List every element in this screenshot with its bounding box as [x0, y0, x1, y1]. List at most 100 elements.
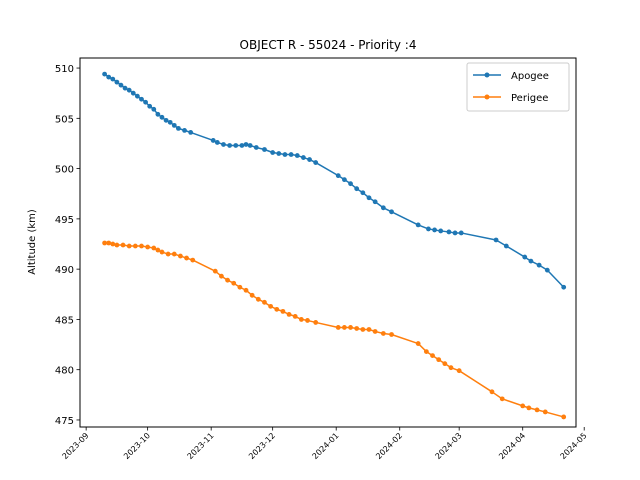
- perigee-point: [102, 240, 107, 246]
- apogee-point: [544, 267, 550, 273]
- apogee-point: [288, 152, 294, 157]
- perigee-point: [184, 255, 189, 261]
- apogee-point: [210, 138, 216, 143]
- apogee-point: [415, 222, 421, 228]
- apogee-point: [118, 82, 124, 88]
- perigee-point: [335, 325, 341, 330]
- perigee-point: [212, 268, 218, 274]
- apogee-point: [354, 186, 360, 192]
- perigee-point: [145, 244, 151, 250]
- apogee-point: [139, 96, 144, 102]
- perigee-point: [372, 329, 378, 334]
- apogee-point: [134, 93, 140, 99]
- apogee-point: [335, 173, 341, 179]
- apogee-point: [372, 199, 378, 205]
- perigee-point: [231, 280, 237, 286]
- y-tick-label: 505: [55, 114, 74, 125]
- perigee-point: [155, 247, 161, 253]
- apogee-point: [342, 177, 347, 183]
- apogee-point: [493, 237, 499, 243]
- apogee-point: [110, 76, 116, 82]
- perigee-point: [534, 407, 540, 413]
- perigee-point: [151, 245, 157, 251]
- apogee-point: [214, 140, 220, 145]
- apogee-point: [380, 205, 386, 211]
- apogee-point: [282, 152, 288, 157]
- perigee-point: [342, 325, 347, 330]
- legend-marker-apogee: [484, 72, 490, 78]
- legend-label-perigee: Perigee: [511, 93, 548, 104]
- perigee-point: [366, 327, 372, 332]
- plot-frame: [79, 57, 577, 428]
- apogee-point: [188, 130, 194, 135]
- apogee-point: [522, 254, 528, 260]
- perigee-point: [219, 273, 224, 279]
- apogee-point: [171, 122, 177, 128]
- perigee-point: [237, 284, 243, 290]
- apogee-point: [243, 142, 249, 147]
- perigee-point: [255, 296, 261, 302]
- apogee-point: [561, 284, 567, 290]
- apogee-point: [102, 71, 107, 77]
- legend-marker-perigee: [484, 94, 490, 100]
- perigee-point: [542, 409, 548, 415]
- apogee-point: [253, 145, 259, 150]
- perigee-point: [132, 243, 138, 249]
- apogee-point: [262, 147, 267, 152]
- perigee-point: [380, 331, 386, 336]
- apogee-point: [432, 227, 437, 233]
- perigee-point: [430, 353, 435, 359]
- y-axis-label: Altitude (km): [27, 209, 38, 275]
- series-apogee: [102, 71, 567, 290]
- perigee-point: [126, 243, 132, 249]
- perigee-point: [348, 325, 353, 330]
- apogee-point: [446, 229, 452, 235]
- apogee-point: [452, 230, 458, 236]
- perigee-point: [225, 277, 230, 283]
- perigee-point: [286, 311, 292, 317]
- perigee-point: [389, 332, 394, 337]
- apogee-point: [239, 143, 245, 148]
- perigee-point: [499, 396, 505, 402]
- perigee-point: [415, 341, 421, 346]
- apogee-point: [426, 226, 431, 232]
- apogee-point: [122, 85, 128, 91]
- y-tick-label: 480: [55, 366, 74, 377]
- perigee-point: [114, 242, 120, 248]
- apogee-point: [167, 119, 173, 125]
- perigee-point: [110, 241, 116, 247]
- apogee-point: [159, 114, 165, 120]
- perigee-point: [280, 308, 286, 314]
- apogee-point: [233, 143, 239, 148]
- apogee-point: [163, 117, 169, 123]
- perigee-point: [423, 349, 429, 354]
- apogee-point: [503, 243, 509, 249]
- perigee-point: [298, 317, 304, 322]
- y-tick-label: 495: [55, 215, 74, 226]
- perigee-point: [313, 320, 319, 325]
- perigee-point: [526, 405, 532, 411]
- perigee-point: [139, 243, 144, 249]
- perigee-point: [159, 249, 165, 255]
- apogee-point: [528, 258, 534, 264]
- perigee-point: [354, 326, 360, 331]
- perigee-point: [274, 306, 280, 312]
- perigee-point: [165, 251, 171, 257]
- y-tick-label: 490: [55, 265, 74, 276]
- apogee-point: [147, 103, 153, 109]
- apogee-point: [276, 151, 282, 156]
- apogee-point: [360, 190, 366, 196]
- y-axis: 475 480 485 490 495 500 505 510: [55, 64, 80, 427]
- apogee-point: [247, 143, 253, 148]
- perigee-point: [489, 389, 495, 395]
- apogee-point: [366, 195, 372, 201]
- perigee-point: [190, 257, 196, 263]
- apogee-point: [175, 125, 181, 131]
- perigee-point: [120, 242, 126, 248]
- series-perigee: [102, 240, 567, 420]
- perigee-point: [249, 292, 255, 298]
- apogee-point: [270, 150, 276, 155]
- perigee-point: [456, 368, 462, 374]
- perigee-point: [106, 240, 112, 246]
